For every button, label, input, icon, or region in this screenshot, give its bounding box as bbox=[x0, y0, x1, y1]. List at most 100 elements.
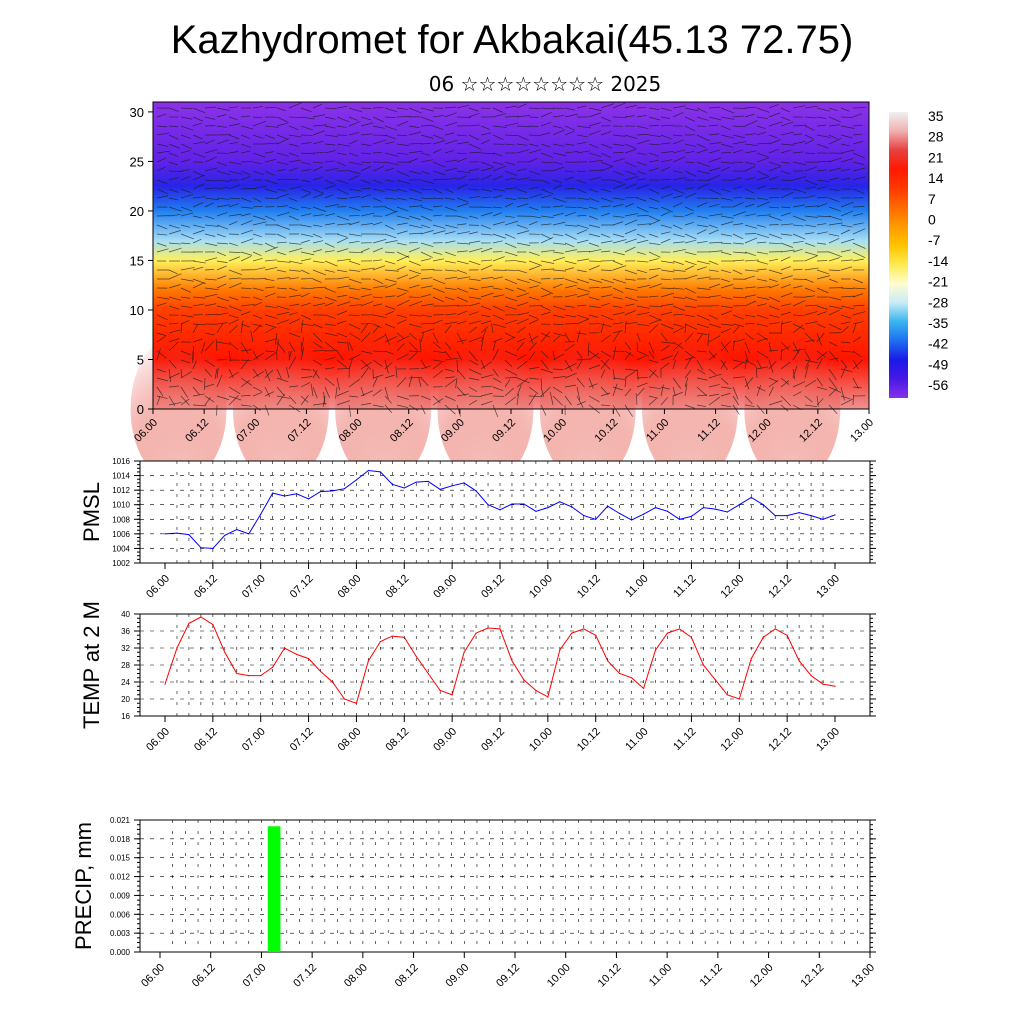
wind-vector bbox=[756, 303, 767, 307]
data-point bbox=[236, 672, 238, 675]
wind-vector bbox=[168, 107, 179, 112]
wind-vector bbox=[552, 269, 566, 272]
wind-vector bbox=[648, 368, 659, 378]
data-point bbox=[571, 506, 573, 508]
wind-vector bbox=[780, 349, 783, 361]
wind-vector bbox=[156, 396, 161, 406]
wind-vector bbox=[372, 151, 383, 154]
wind-vector bbox=[756, 131, 767, 136]
wind-vector bbox=[288, 312, 299, 316]
wind-vector bbox=[636, 269, 648, 274]
wind-vector bbox=[756, 337, 768, 343]
wind-vector bbox=[828, 278, 838, 283]
data-point bbox=[379, 471, 381, 473]
wind-vector bbox=[828, 368, 837, 381]
y-tick-label: 0.009 bbox=[110, 891, 131, 900]
wind-vector bbox=[624, 176, 639, 181]
wind-vector bbox=[240, 287, 252, 289]
wind-vector bbox=[156, 233, 168, 236]
y-tick-label: 15 bbox=[130, 253, 144, 268]
wind-vector bbox=[780, 116, 791, 121]
wind-vector bbox=[720, 269, 732, 274]
wind-vector bbox=[276, 152, 289, 157]
wind-vector bbox=[348, 395, 359, 398]
wind-vector bbox=[168, 359, 177, 369]
data-point bbox=[666, 510, 669, 512]
wind-vector bbox=[780, 377, 790, 385]
wind-vector bbox=[756, 214, 771, 217]
x-tick-label: 09.12 bbox=[479, 573, 507, 601]
wind-vector bbox=[792, 268, 803, 271]
wind-vector bbox=[540, 107, 555, 110]
wind-vector bbox=[828, 215, 843, 221]
wind-vector bbox=[707, 332, 710, 347]
wind-vector bbox=[696, 183, 710, 190]
wind-vector bbox=[468, 368, 482, 375]
wind-vector bbox=[432, 287, 445, 294]
wind-vector bbox=[240, 311, 251, 316]
wind-vector bbox=[636, 184, 649, 190]
wind-vector bbox=[612, 346, 617, 361]
wind-vector bbox=[372, 374, 384, 379]
wind-vector bbox=[324, 332, 338, 337]
wind-vector bbox=[456, 116, 471, 118]
wind-vector bbox=[576, 125, 591, 129]
wind-vector bbox=[504, 336, 516, 343]
wind-vector bbox=[468, 260, 481, 266]
wind-vector bbox=[444, 321, 458, 325]
wind-vector bbox=[696, 377, 708, 381]
wind-vector bbox=[492, 152, 503, 157]
data-point bbox=[810, 675, 812, 677]
wind-vector bbox=[624, 228, 637, 235]
wind-vector bbox=[408, 215, 421, 220]
wind-vector bbox=[168, 329, 181, 334]
wind-vector bbox=[708, 213, 723, 217]
wind-vector bbox=[192, 323, 206, 326]
wind-vector bbox=[216, 224, 229, 230]
wind-vector bbox=[348, 107, 363, 113]
wind-vector bbox=[660, 166, 671, 172]
wind-vector bbox=[528, 170, 541, 176]
wind-vector bbox=[192, 224, 206, 229]
wind-vector bbox=[300, 169, 311, 172]
wind-vector bbox=[168, 188, 179, 193]
wind-vector bbox=[336, 368, 349, 370]
wind-vector bbox=[192, 303, 205, 307]
wind-vector bbox=[684, 170, 697, 177]
wind-vector bbox=[828, 157, 842, 163]
x-tick-label: 07.12 bbox=[291, 962, 319, 990]
wind-vector bbox=[276, 169, 287, 172]
wind-vector bbox=[804, 255, 818, 262]
wind-vector bbox=[240, 320, 244, 334]
wind-vector bbox=[732, 404, 740, 415]
wind-vector bbox=[852, 322, 857, 334]
wind-vector bbox=[852, 293, 864, 298]
wind-vector bbox=[684, 260, 697, 266]
wind-vector bbox=[300, 239, 310, 244]
data-point bbox=[523, 679, 525, 681]
wind-vector bbox=[732, 359, 747, 364]
wind-vector bbox=[804, 166, 817, 172]
wind-vector bbox=[456, 332, 464, 344]
y-tick-label: 0.012 bbox=[110, 873, 131, 882]
wind-vector bbox=[408, 284, 420, 289]
wind-vector bbox=[492, 256, 505, 262]
wind-vector bbox=[252, 242, 263, 246]
wind-vector bbox=[600, 161, 613, 167]
data-point bbox=[702, 507, 704, 509]
wind-vector bbox=[432, 319, 443, 325]
wind-vector bbox=[792, 300, 806, 307]
wind-vector bbox=[360, 287, 372, 291]
wind-vector bbox=[455, 377, 458, 389]
wind-vector bbox=[732, 395, 740, 406]
wind-vector bbox=[516, 149, 530, 154]
wind-vector bbox=[312, 161, 324, 164]
wind-vector bbox=[744, 165, 756, 172]
wind-vector bbox=[684, 296, 698, 301]
wind-vector bbox=[624, 350, 634, 357]
wind-vector bbox=[336, 215, 350, 221]
wind-vector bbox=[156, 157, 167, 163]
wind-vector bbox=[708, 203, 720, 208]
wind-vector bbox=[792, 323, 806, 330]
wind-vector bbox=[228, 161, 241, 165]
